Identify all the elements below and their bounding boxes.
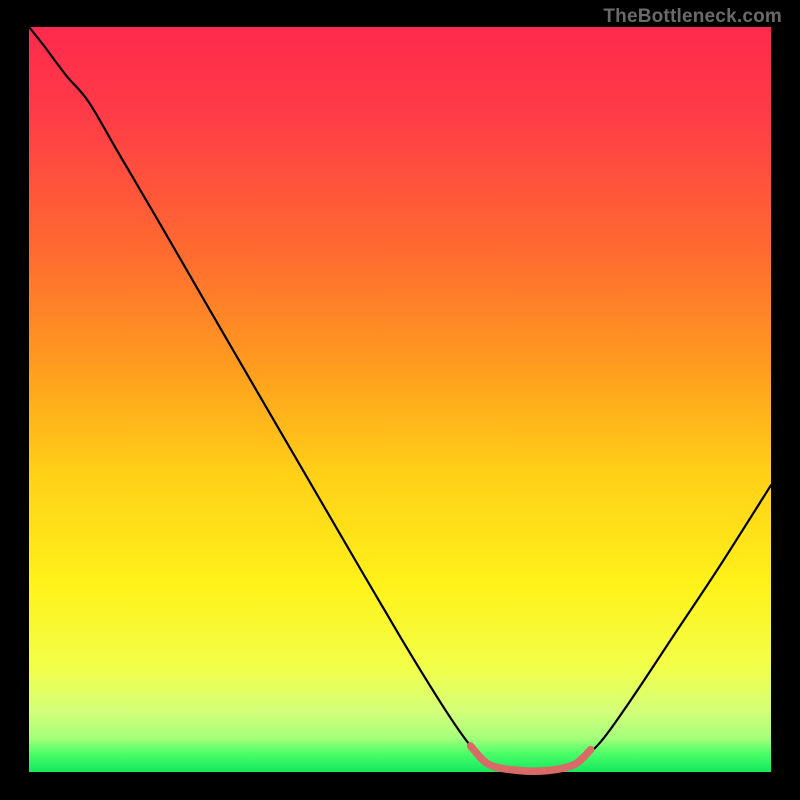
gradient-background: [29, 27, 771, 772]
bottleneck-chart: [0, 0, 800, 800]
